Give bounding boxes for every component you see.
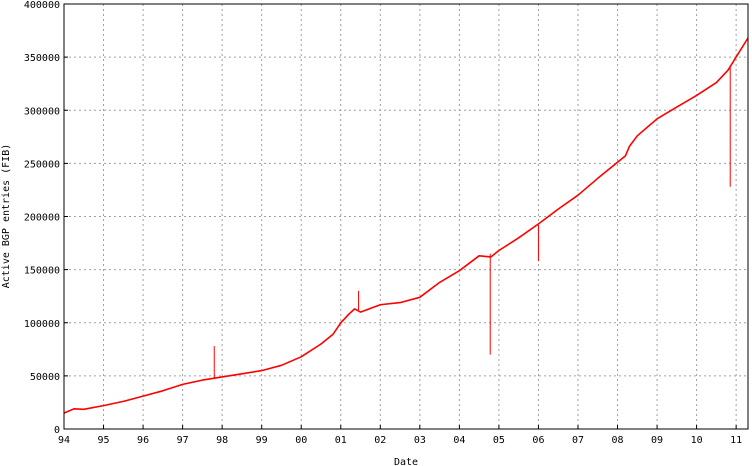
x-tick-label: 09 <box>651 435 663 446</box>
x-tick-label: 08 <box>612 435 624 446</box>
y-tick-label: 400000 <box>24 0 60 11</box>
y-axis-label: Active BGP entries (FIB) <box>1 144 12 289</box>
x-tick-label: 03 <box>414 435 426 446</box>
x-tick-label: 11 <box>730 435 742 446</box>
axis-ticks: 94 95 96 97 98 99 00 01 02 03 04 05 06 07 08 09 10 11 0 500… <box>24 0 742 446</box>
y-tick-label: 250000 <box>24 159 60 170</box>
y-tick-label: 0 <box>54 425 60 436</box>
x-tick-label: 97 <box>177 435 189 446</box>
y-tick-label: 150000 <box>24 266 60 277</box>
y-tick-label: 350000 <box>24 53 60 64</box>
x-tick-label: 07 <box>572 435 584 446</box>
x-tick-label: 98 <box>216 435 228 446</box>
x-tick-label: 02 <box>374 435 386 446</box>
x-tick-label: 99 <box>256 435 268 446</box>
x-tick-label: 06 <box>532 435 544 446</box>
data-series <box>63 37 749 414</box>
x-axis-label: Date <box>394 457 418 466</box>
grid-lines <box>64 4 748 429</box>
x-tick-label: 95 <box>98 435 110 446</box>
y-tick-label: 300000 <box>24 106 60 117</box>
x-tick-label: 96 <box>137 435 149 446</box>
x-tick-label: 01 <box>335 435 347 446</box>
y-tick-label: 200000 <box>24 213 60 224</box>
x-tick-label: 05 <box>493 435 505 446</box>
y-tick-label: 50000 <box>30 372 60 383</box>
y-tick-label: 100000 <box>24 319 60 330</box>
series-line <box>63 37 749 414</box>
x-tick-label: 94 <box>58 435 70 446</box>
x-tick-label: 10 <box>691 435 703 446</box>
x-tick-label: 04 <box>453 435 465 446</box>
x-tick-label: 00 <box>295 435 307 446</box>
